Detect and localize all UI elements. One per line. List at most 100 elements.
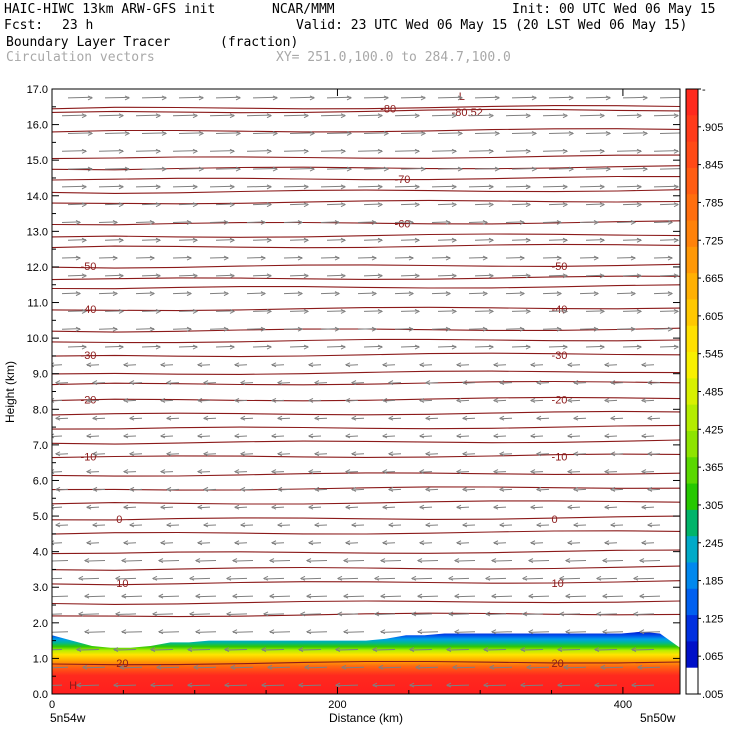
wind-vector-head: [192, 308, 199, 314]
wind-vector: [98, 292, 118, 295]
wind-vector-head: [566, 540, 573, 546]
wind-vector-head: [525, 184, 532, 190]
wind-vector-head: [451, 237, 458, 243]
wind-vector-head: [124, 95, 131, 101]
wind-vector: [437, 203, 457, 206]
wind-vector-head: [646, 522, 653, 528]
colorbar-label: .485: [702, 387, 723, 399]
wind-vector-head: [461, 522, 468, 528]
wind-vector-head: [383, 131, 390, 136]
wind-vector: [224, 684, 248, 687]
wind-vector: [363, 132, 389, 134]
wind-vector-head: [498, 380, 505, 386]
wind-vector-head: [118, 113, 125, 119]
wind-vector-head: [297, 255, 304, 261]
wind-vector-head: [268, 593, 275, 599]
wind-vector: [372, 649, 396, 651]
wind-vector-head: [342, 629, 349, 635]
wind-vector-head: [165, 380, 172, 386]
colorbar-label: .665: [702, 273, 723, 285]
wind-vector-head: [482, 326, 489, 332]
wind-vector-head: [334, 647, 341, 652]
wind-vector-head: [418, 433, 425, 439]
y-axis-ticks: 0.0 1.0 2.0 3.0 4.0 5.0 6.0 7.0 8.0 9.0 10.0 11.0 12…: [27, 84, 680, 701]
wind-vector-head: [640, 362, 647, 368]
wind-vector: [585, 132, 611, 134]
wind-vector: [616, 185, 642, 188]
wind-vector-head: [233, 504, 240, 510]
colorbar-swatch: [686, 352, 698, 379]
wind-vector: [511, 310, 531, 312]
x-tick-label: 400: [614, 699, 632, 711]
wind-vector-head: [81, 308, 88, 314]
wind-vector-head: [673, 148, 680, 154]
contour-label: 20: [552, 658, 564, 670]
wind-vector: [542, 221, 562, 223]
wind-vector-head: [646, 380, 653, 386]
wind-vector: [631, 684, 655, 687]
wind-vector-head: [303, 184, 310, 190]
contour-line: [52, 233, 680, 238]
wind-vector-head: [595, 575, 602, 581]
wind-vector: [135, 328, 155, 330]
wind-vector-head: [229, 113, 236, 119]
wind-vector-head: [414, 113, 421, 119]
wind-vector-head: [83, 629, 90, 635]
wind-vector-head: [188, 611, 195, 617]
contour-label: -40: [81, 304, 97, 316]
wind-vector-head: [52, 469, 55, 475]
wind-vector-head: [593, 647, 600, 652]
wind-vector: [372, 684, 396, 687]
colorbar-swatch: [686, 141, 698, 169]
wind-vector-head: [155, 113, 162, 119]
contour-label: -80.52: [452, 107, 483, 119]
wind-vector: [489, 666, 513, 669]
wind-vector-head: [609, 380, 616, 386]
wind-vector-head: [673, 237, 680, 243]
wind-vector-head: [535, 522, 542, 528]
wind-vector: [411, 577, 433, 580]
colorbar: [685, 88, 699, 695]
wind-vector-head: [272, 166, 279, 172]
wind-vector-head: [260, 220, 267, 225]
wind-vector-head: [340, 113, 347, 119]
fcst-value: 23 h: [62, 18, 94, 33]
wind-vector-head: [525, 148, 532, 154]
wind-vector-head: [114, 611, 121, 617]
wind-vector-head: [270, 433, 277, 439]
wind-vector-head: [371, 682, 378, 688]
wind-vector: [246, 292, 266, 295]
contour-label: 10: [552, 578, 564, 590]
wind-vector: [121, 631, 143, 633]
wind-vector: [468, 256, 488, 259]
y-tick-label: 2.0: [33, 618, 48, 630]
wind-vector: [468, 150, 494, 152]
wind-vector-head: [605, 131, 612, 136]
wind-vector-head: [498, 486, 505, 492]
wind-vector-head: [527, 558, 534, 563]
wind-vector-head: [336, 575, 343, 581]
wind-vector-head: [149, 647, 156, 652]
wind-vector: [622, 203, 642, 206]
wind-vector-head: [416, 629, 423, 635]
wind-vector: [150, 684, 174, 687]
init-time: Init: 00 UTC Wed 06 May 15: [512, 2, 716, 17]
wind-vector: [468, 114, 494, 117]
wind-vector: [172, 114, 198, 117]
colorbar-swatch: [686, 457, 698, 485]
fcst-label: Fcst:: [4, 18, 44, 33]
wind-vector: [150, 649, 174, 651]
wind-vector-head: [225, 575, 232, 581]
wind-vector: [67, 345, 87, 348]
wind-vector-head: [229, 237, 236, 243]
wind-vector: [653, 292, 673, 295]
wind-vector-head: [161, 131, 168, 136]
wind-vector-head: [599, 308, 606, 314]
wind-vector-head: [342, 593, 349, 599]
wind-vector-head: [488, 184, 495, 190]
wind-vector-head: [276, 380, 283, 386]
wind-vector-head: [488, 113, 495, 119]
wind-vector-head: [124, 166, 131, 172]
wind-vector: [195, 631, 217, 633]
